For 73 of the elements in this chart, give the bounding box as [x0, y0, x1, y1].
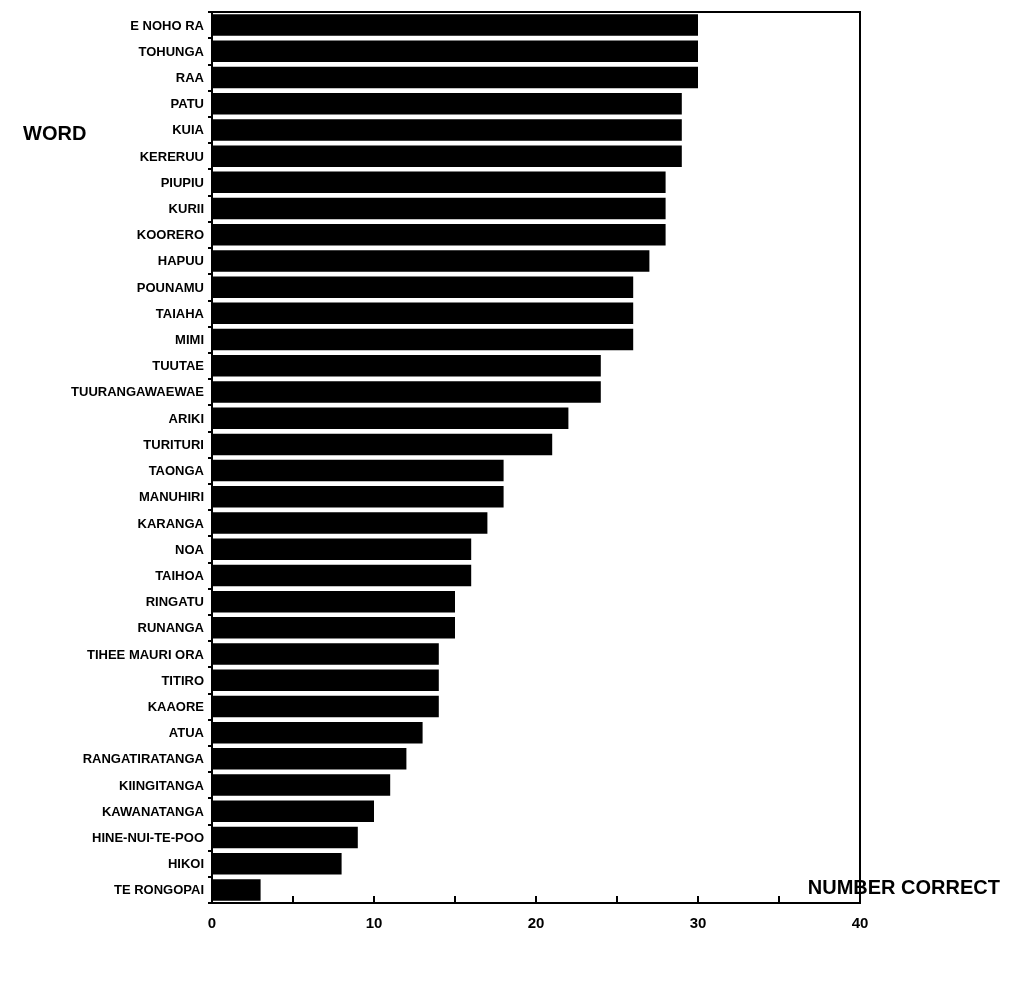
y-tick-label: TAIAHA — [155, 305, 205, 321]
x-tick-label: 0 — [207, 914, 217, 931]
y-tick-label: MIMI — [175, 332, 204, 348]
bar — [212, 643, 439, 665]
y-tick-label: PIUPIU — [160, 174, 204, 190]
bar — [212, 433, 553, 456]
y-tick-label: PATU — [170, 96, 204, 112]
bar — [212, 302, 634, 325]
y-tick-label: TUURANGAWAEWAE — [71, 384, 205, 400]
y-tick-label: TIHEE MAURI ORA — [87, 646, 205, 662]
y-tick-label: KERERUU — [139, 148, 204, 164]
y-axis-title: WORD — [23, 122, 87, 144]
y-tick-label: HAPUU — [157, 253, 204, 269]
bar — [212, 250, 650, 272]
bar — [212, 748, 407, 770]
y-tick-label: TURITURI — [143, 436, 204, 452]
y-tick-label: POUNAMU — [136, 279, 204, 295]
bar — [212, 119, 682, 141]
y-tick-label: TAIHOA — [155, 567, 205, 583]
bar — [212, 879, 261, 901]
y-tick-label: RINGATU — [145, 594, 204, 610]
bar — [212, 852, 342, 875]
bar — [212, 538, 472, 560]
y-tick-label: KUIA — [172, 122, 205, 138]
bar — [212, 407, 569, 429]
x-tick-label: 20 — [527, 914, 545, 931]
bar — [212, 40, 698, 63]
y-tick-label: TOHUNGA — [138, 43, 205, 59]
bar — [212, 355, 601, 377]
y-tick-label: RUNANGA — [137, 620, 205, 636]
bar — [212, 145, 682, 167]
bar — [212, 669, 439, 691]
y-tick-label: KIINGITANGA — [119, 777, 205, 793]
y-tick-label: KARANGA — [137, 515, 205, 531]
y-tick-label: KOORERO — [136, 227, 204, 243]
x-tick-label: 10 — [365, 914, 383, 931]
bar — [212, 197, 666, 220]
y-tick-label: TAONGA — [148, 463, 205, 479]
bar — [212, 826, 358, 849]
y-tick-label: KURII — [168, 201, 204, 217]
bar — [212, 564, 472, 587]
x-tick-label: 30 — [689, 914, 707, 931]
bar — [212, 381, 601, 403]
y-tick-label: TE RONGOPAI — [113, 882, 204, 898]
y-tick-label: TUUTAE — [152, 358, 205, 374]
y-tick-label: TITIRO — [161, 672, 204, 688]
bar — [212, 590, 455, 613]
x-tick-label: 40 — [851, 914, 869, 931]
y-tick-label: KAWANATANGA — [101, 803, 205, 819]
y-tick-label: HIKOI — [167, 856, 204, 872]
bar — [212, 66, 698, 89]
bar — [212, 774, 391, 796]
y-tick-label: ARIKI — [168, 410, 204, 426]
bar — [212, 276, 634, 298]
bar — [212, 617, 455, 639]
bar — [212, 92, 682, 115]
y-tick-label: HINE-NUI-TE-POO — [92, 829, 204, 845]
bar — [212, 328, 634, 351]
y-tick-label: KAAORE — [147, 698, 205, 714]
bar — [212, 695, 439, 718]
y-tick-label: RAA — [175, 70, 205, 86]
bar — [212, 800, 374, 823]
bar — [212, 459, 504, 482]
y-tick-label: MANUHIRI — [139, 489, 204, 505]
bar — [212, 721, 423, 744]
bar — [212, 224, 666, 246]
bar — [212, 171, 666, 194]
y-tick-label: RANGATIRATANGA — [82, 751, 205, 767]
bar — [212, 512, 488, 534]
y-tick-label: NOA — [175, 541, 205, 557]
bar — [212, 486, 504, 508]
y-tick-label: ATUA — [168, 725, 205, 741]
y-tick-label: E NOHO RA — [130, 17, 205, 33]
